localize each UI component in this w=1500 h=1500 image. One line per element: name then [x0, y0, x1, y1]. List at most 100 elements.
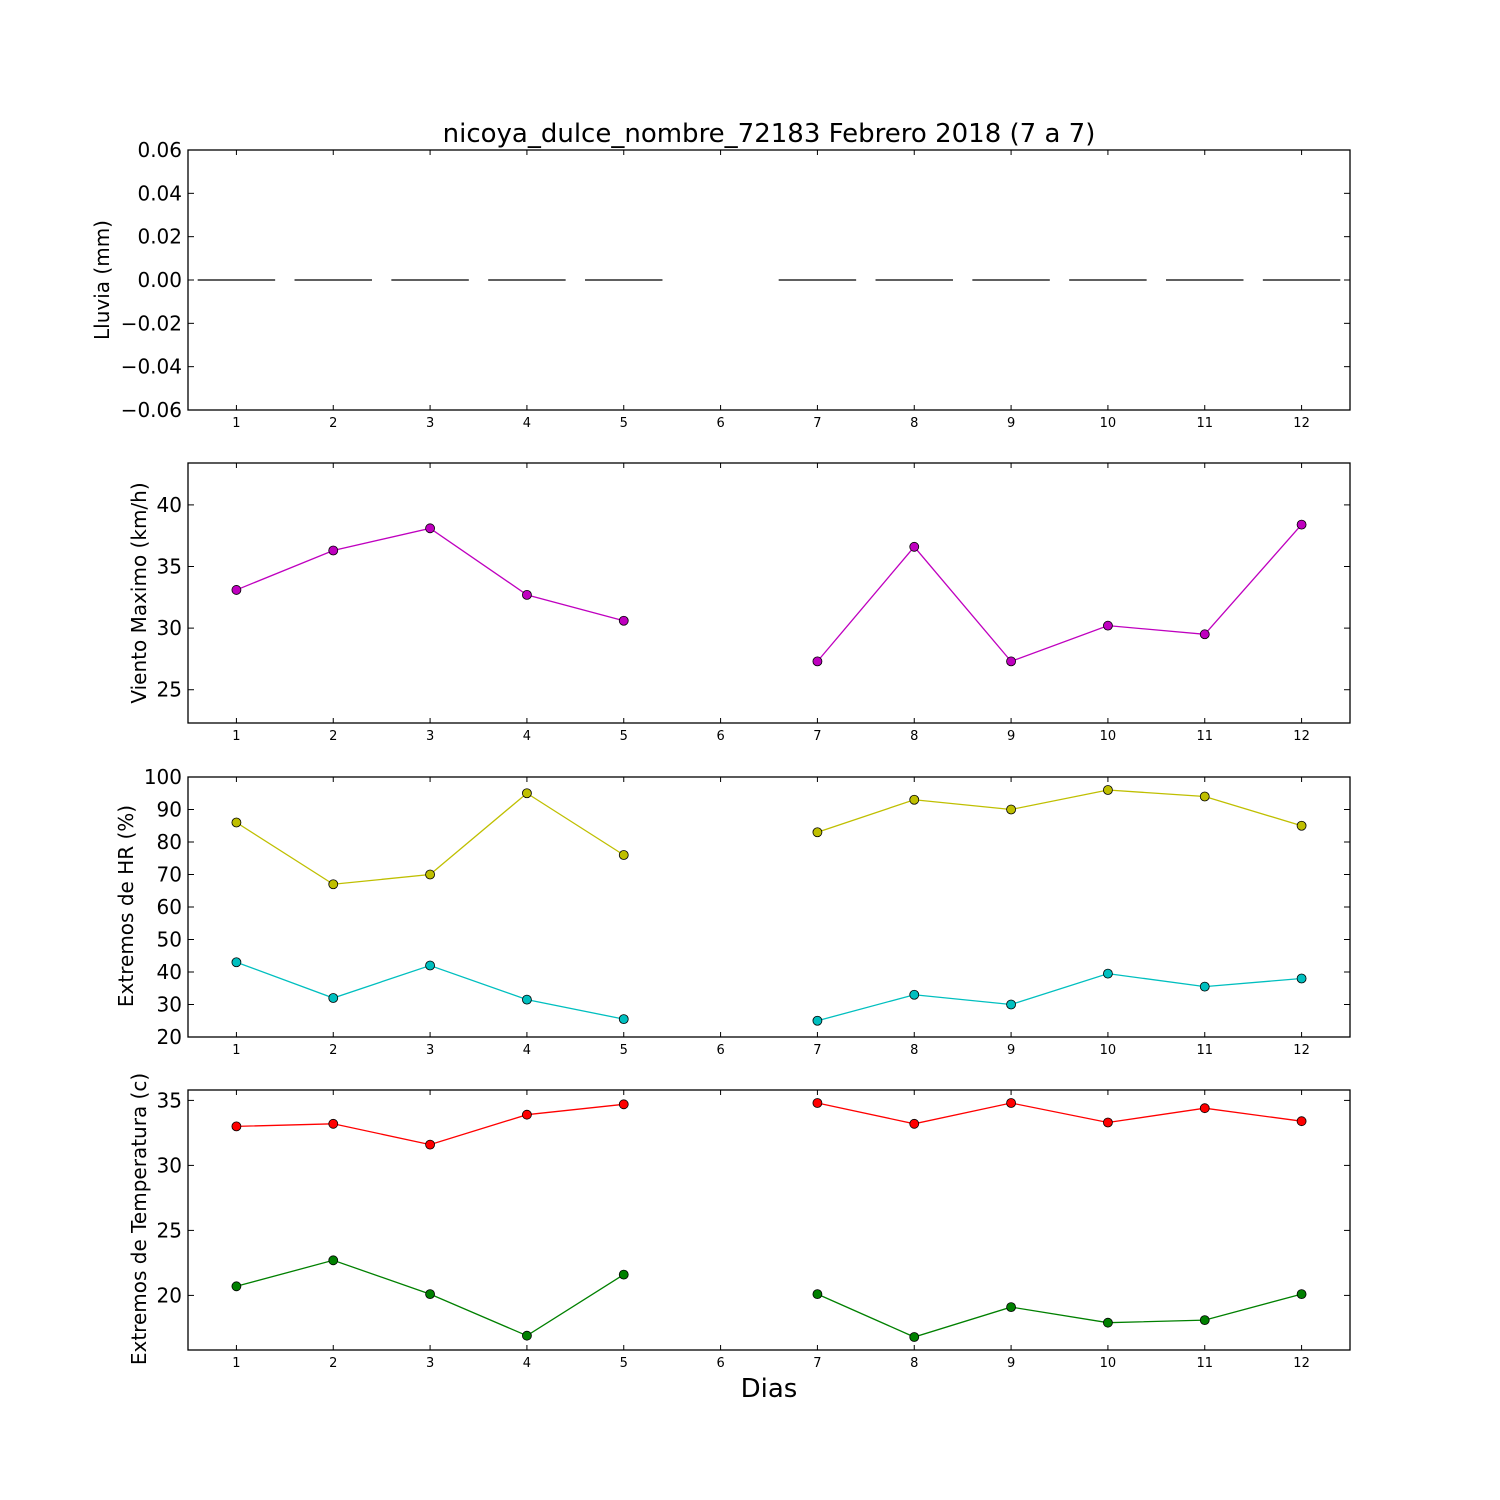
- wind-series-0-point: [812, 656, 823, 667]
- rain-x-tick-label: 3: [426, 416, 434, 431]
- temperature-series-1-point: [1199, 1315, 1210, 1325]
- wind-x-tick-label: 2: [329, 729, 337, 744]
- temperature-x-tick-label: 8: [910, 1356, 918, 1371]
- wind-series-0-point: [231, 585, 242, 595]
- temperature-x-tick-label: 4: [523, 1356, 531, 1371]
- wind-x-tick-label: 6: [716, 729, 724, 744]
- rain-x-tick-label: 9: [1007, 416, 1015, 431]
- wind-series-0-point: [425, 523, 435, 534]
- rain-y-tick-label: −0.02: [121, 311, 182, 335]
- humidity-series-0-point: [328, 879, 339, 890]
- rain-y-tick-label: 0.00: [137, 268, 182, 292]
- temperature-y-axis-label: Extremos de Temperatura (c): [127, 1073, 151, 1365]
- temperature-x-tick-label: 9: [1007, 1356, 1015, 1371]
- wind-y-tick-label: 40: [157, 493, 182, 517]
- temperature-series-0-point: [1006, 1098, 1016, 1108]
- humidity-series-1-point: [231, 957, 242, 968]
- temperature-series-1-point: [618, 1269, 629, 1280]
- rain-x-tick-label: 6: [716, 416, 724, 431]
- wind-x-tick-label: 4: [523, 729, 531, 744]
- humidity-y-tick-label: 50: [157, 928, 182, 952]
- wind-series-0-point: [522, 589, 532, 600]
- humidity-x-tick-label: 4: [523, 1043, 531, 1058]
- humidity-series-1-point: [522, 994, 532, 1005]
- humidity-x-tick-label: 7: [813, 1043, 821, 1058]
- temperature-series-0-point: [328, 1118, 339, 1129]
- temperature-x-tick-label: 3: [426, 1356, 434, 1371]
- chart-title: nicoya_dulce_nombre_72183 Febrero 2018 (…: [443, 119, 1096, 149]
- humidity-y-tick-label: 20: [157, 1025, 182, 1049]
- humidity-y-tick-label: 60: [157, 895, 182, 919]
- humidity-x-tick-label: 6: [716, 1043, 724, 1058]
- temperature-x-tick-label: 10: [1100, 1356, 1117, 1371]
- humidity-x-tick-label: 9: [1007, 1043, 1015, 1058]
- temperature-series-0-point: [618, 1099, 629, 1110]
- temperature-series-1-point: [328, 1255, 339, 1266]
- x-axis-label: Dias: [741, 1374, 798, 1404]
- humidity-y-tick-label: 70: [157, 863, 182, 887]
- humidity-series-0-point: [1199, 791, 1210, 802]
- humidity-panel: Extremos de HR (%) 1 2 3 4 5 6 7 8 9 10 11 12100908…: [114, 765, 1351, 1058]
- wind-x-tick-label: 12: [1293, 729, 1310, 744]
- wind-x-tick-label: 9: [1007, 729, 1015, 744]
- humidity-series-0-point: [1103, 785, 1113, 795]
- temperature-series-0-point: [1103, 1117, 1113, 1128]
- humidity-x-tick-label: 10: [1100, 1043, 1117, 1058]
- rain-y-tick-label: −0.04: [121, 355, 182, 379]
- temperature-series-0-point: [231, 1121, 242, 1132]
- rain-y-tick-label: −0.06: [121, 398, 182, 422]
- rain-x-tick-label: 5: [620, 416, 628, 431]
- humidity-series-1-point: [1296, 973, 1307, 984]
- temperature-series-1-point: [425, 1289, 435, 1299]
- wind-series-0-point: [618, 615, 629, 626]
- humidity-x-tick-label: 5: [620, 1043, 628, 1058]
- wind-plot-frame: [187, 462, 1351, 724]
- humidity-y-tick-label: 30: [157, 993, 182, 1017]
- rain-x-tick-label: 11: [1196, 416, 1213, 431]
- humidity-series-0-point: [1296, 820, 1307, 831]
- humidity-series-0-point: [1006, 804, 1016, 815]
- wind-series-0-point: [1103, 620, 1113, 631]
- humidity-series-0-point: [425, 869, 435, 880]
- humidity-series-1-point: [1199, 981, 1210, 992]
- temperature-series-1-line: [817, 1293, 1302, 1338]
- temperature-plot-frame: [187, 1089, 1351, 1351]
- rain-x-tick-label: 12: [1293, 416, 1310, 431]
- humidity-series-1-line: [817, 972, 1302, 1022]
- temperature-series-1-point: [812, 1289, 823, 1299]
- rain-x-tick-label: 1: [232, 416, 240, 431]
- humidity-series-0-point: [812, 827, 823, 838]
- temperature-y-tick-label: 35: [157, 1088, 182, 1112]
- wind-series-0-point: [1296, 519, 1307, 530]
- temperature-series-0-line: [817, 1102, 1302, 1125]
- temperature-series-1-point: [1103, 1317, 1113, 1328]
- temperature-x-tick-label: 2: [329, 1356, 337, 1371]
- wind-x-tick-label: 3: [426, 729, 434, 744]
- rain-y-tick-label: 0.02: [137, 225, 182, 249]
- wind-y-tick-label: 35: [157, 555, 182, 579]
- humidity-x-tick-label: 12: [1293, 1043, 1310, 1058]
- wind-series-0-point: [1199, 629, 1210, 640]
- humidity-x-tick-label: 1: [232, 1043, 240, 1058]
- temperature-series-0-point: [522, 1109, 532, 1120]
- humidity-series-1-point: [425, 960, 435, 971]
- temperature-series-1-point: [1006, 1302, 1016, 1312]
- rain-panel: nicoya_dulce_nombre_72183 Febrero 2018 (…: [90, 119, 1351, 431]
- rain-x-tick-label: 10: [1100, 416, 1117, 431]
- temperature-series-0-point: [1296, 1116, 1307, 1127]
- temperature-series-0-point: [1199, 1103, 1210, 1114]
- humidity-y-tick-label: 90: [157, 798, 182, 822]
- humidity-series-1-point: [618, 1014, 629, 1025]
- humidity-series-1-point: [1006, 999, 1016, 1010]
- temperature-y-tick-label: 25: [157, 1218, 182, 1242]
- humidity-series-1-point: [328, 993, 339, 1003]
- temperature-series-0-point: [909, 1118, 920, 1129]
- temperature-series-1-point: [231, 1281, 242, 1292]
- humidity-x-tick-label: 11: [1196, 1043, 1213, 1058]
- wind-x-tick-label: 5: [620, 729, 628, 744]
- humidity-y-tick-label: 40: [157, 960, 182, 984]
- rain-x-tick-label: 8: [910, 416, 918, 431]
- wind-series-0-point: [1006, 656, 1016, 667]
- rain-x-tick-label: 7: [813, 416, 821, 431]
